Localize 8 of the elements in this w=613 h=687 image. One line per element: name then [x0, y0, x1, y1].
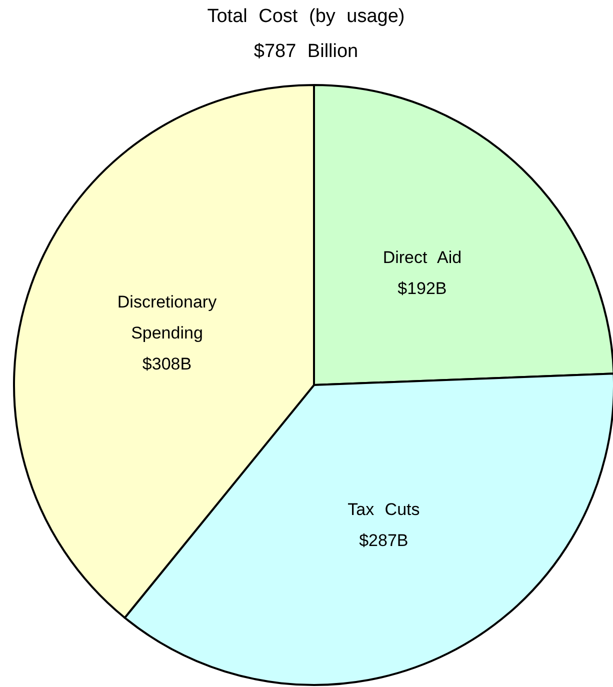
data-label: $308B — [142, 354, 192, 374]
chart-title: Total Cost (by usage) — [207, 6, 405, 27]
slice-label: Discretionary Spending — [117, 292, 218, 343]
slice-label: Tax Cuts — [348, 500, 420, 520]
slice-label: Direct Aid — [382, 248, 462, 268]
data-label: $287B — [359, 531, 408, 550]
data-label: $192B — [398, 279, 447, 298]
chart-subtitle: $787 Billion — [254, 41, 358, 62]
